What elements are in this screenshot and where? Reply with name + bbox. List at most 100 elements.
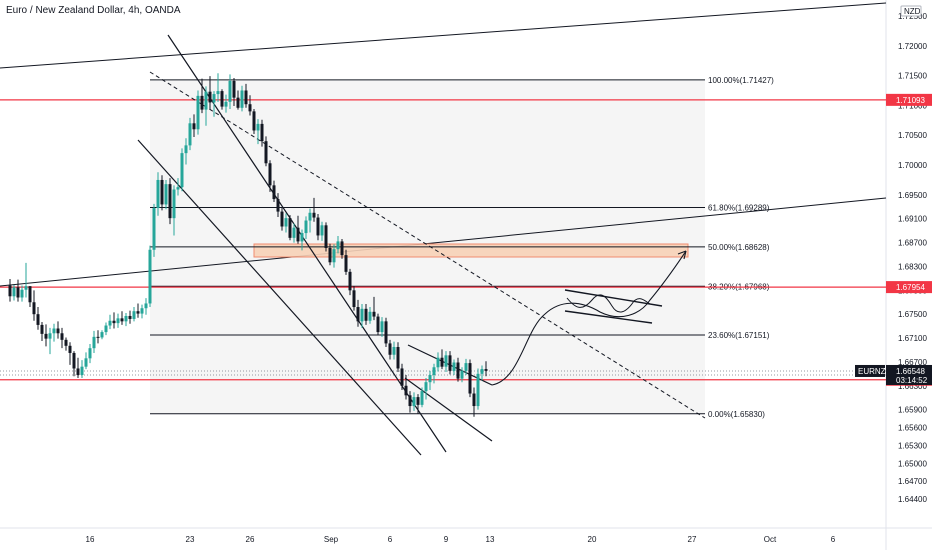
candle-body xyxy=(316,217,320,236)
candle-body xyxy=(176,187,180,190)
candle-body xyxy=(160,179,164,205)
y-tick-label: 1.69500 xyxy=(898,191,927,200)
candle-body xyxy=(188,123,192,146)
candle-body xyxy=(472,393,476,407)
candle-body xyxy=(28,286,32,303)
candle-body xyxy=(8,285,12,297)
candle-body xyxy=(208,91,212,103)
candle-body xyxy=(136,311,140,314)
trendline-upper xyxy=(0,2,887,69)
candle-body xyxy=(44,333,48,339)
candle-body xyxy=(296,227,300,242)
candle-body xyxy=(368,311,372,321)
candle-body xyxy=(152,208,156,250)
y-tick-label: 1.66700 xyxy=(898,358,927,367)
candle-body xyxy=(452,362,456,371)
candle-body xyxy=(272,185,276,200)
candle-body xyxy=(168,184,172,219)
candle-body xyxy=(460,370,464,379)
candle-body xyxy=(440,357,444,367)
price-level-badge xyxy=(886,93,932,106)
candle-body xyxy=(436,357,440,368)
flag-lower xyxy=(564,310,653,324)
trendline-lower xyxy=(0,197,887,287)
x-tick-label: 26 xyxy=(246,535,255,544)
x-tick-label: 20 xyxy=(588,535,597,544)
countdown-label: 03:14:52 xyxy=(896,376,928,385)
y-tick-label: 1.70000 xyxy=(898,161,927,170)
candle-body xyxy=(476,373,480,407)
chart-title: Euro / New Zealand Dollar, 4h, OANDA xyxy=(6,5,181,16)
fib-level-label: 0.00%(1.65830) xyxy=(708,410,765,419)
y-tick-label: 1.65300 xyxy=(898,441,927,450)
x-tick-label: 6 xyxy=(831,535,836,544)
candle-body xyxy=(240,90,244,108)
fib-level-label: 50.00%(1.68628) xyxy=(708,243,770,252)
candle-body xyxy=(24,286,28,290)
symbol-label: EURNZD xyxy=(858,367,892,376)
candle-body xyxy=(356,307,360,322)
candle-body xyxy=(456,362,460,379)
currency-label: NZD xyxy=(904,7,921,16)
candle-body xyxy=(132,311,136,319)
x-tick-label: 16 xyxy=(86,535,95,544)
candle-body xyxy=(60,333,64,340)
candle-body xyxy=(200,95,204,110)
candle-body xyxy=(284,218,288,227)
candle-body xyxy=(428,375,432,383)
channel-lower xyxy=(137,139,422,456)
candle-body xyxy=(408,395,412,407)
y-tick-label: 1.65000 xyxy=(898,459,927,468)
fib-level-label: 23.60%(1.67151) xyxy=(708,331,770,340)
candle-body xyxy=(384,321,388,344)
y-tick-label: 1.71500 xyxy=(898,72,927,81)
y-tick-label: 1.64700 xyxy=(898,477,927,486)
candle-body xyxy=(36,314,40,325)
last-price-label: 1.66548 xyxy=(896,367,925,376)
candle-body xyxy=(264,141,268,164)
candle-body xyxy=(64,339,68,346)
candle-body xyxy=(76,368,80,376)
candle-body xyxy=(100,332,104,338)
candle-body xyxy=(12,287,16,297)
candle-body xyxy=(108,320,112,326)
candle-body xyxy=(16,287,20,298)
candle-body xyxy=(396,346,400,369)
candle-body xyxy=(432,367,436,376)
flag-upper xyxy=(564,289,663,307)
candle-body xyxy=(328,247,332,263)
candle-body xyxy=(96,336,100,338)
symbol-badge xyxy=(855,364,885,377)
projection-path xyxy=(491,250,687,386)
candle-body xyxy=(360,308,364,322)
y-tick-label: 1.72000 xyxy=(898,42,927,51)
candle-body xyxy=(32,302,36,315)
y-tick-label: 1.65900 xyxy=(898,406,927,415)
candle-body xyxy=(304,220,308,234)
candle-body xyxy=(72,352,76,369)
currency-badge xyxy=(900,5,922,17)
fib-level-label: 100.00%(1.71427) xyxy=(708,76,774,85)
y-tick-label: 1.69100 xyxy=(898,215,927,224)
candle-body xyxy=(116,318,120,324)
candle-body xyxy=(228,80,232,102)
candle-body xyxy=(40,324,44,334)
candle-body xyxy=(52,328,56,334)
y-tick-label: 1.67100 xyxy=(898,334,927,343)
candle-body xyxy=(336,241,340,250)
candle-body xyxy=(280,211,284,227)
projection-arrowhead xyxy=(677,250,687,260)
candle-body xyxy=(140,308,144,314)
x-tick-label: 9 xyxy=(444,535,449,544)
candle-body xyxy=(216,91,220,95)
candle-body xyxy=(92,336,96,349)
price-level-label: 1.71093 xyxy=(896,96,925,105)
candle-body xyxy=(420,391,424,405)
candle-body xyxy=(144,303,148,309)
y-tick-label: 1.71000 xyxy=(898,101,927,110)
candle-body xyxy=(252,111,256,131)
candle-body xyxy=(340,241,344,256)
candle-body xyxy=(388,343,392,355)
candle-body xyxy=(308,212,312,221)
